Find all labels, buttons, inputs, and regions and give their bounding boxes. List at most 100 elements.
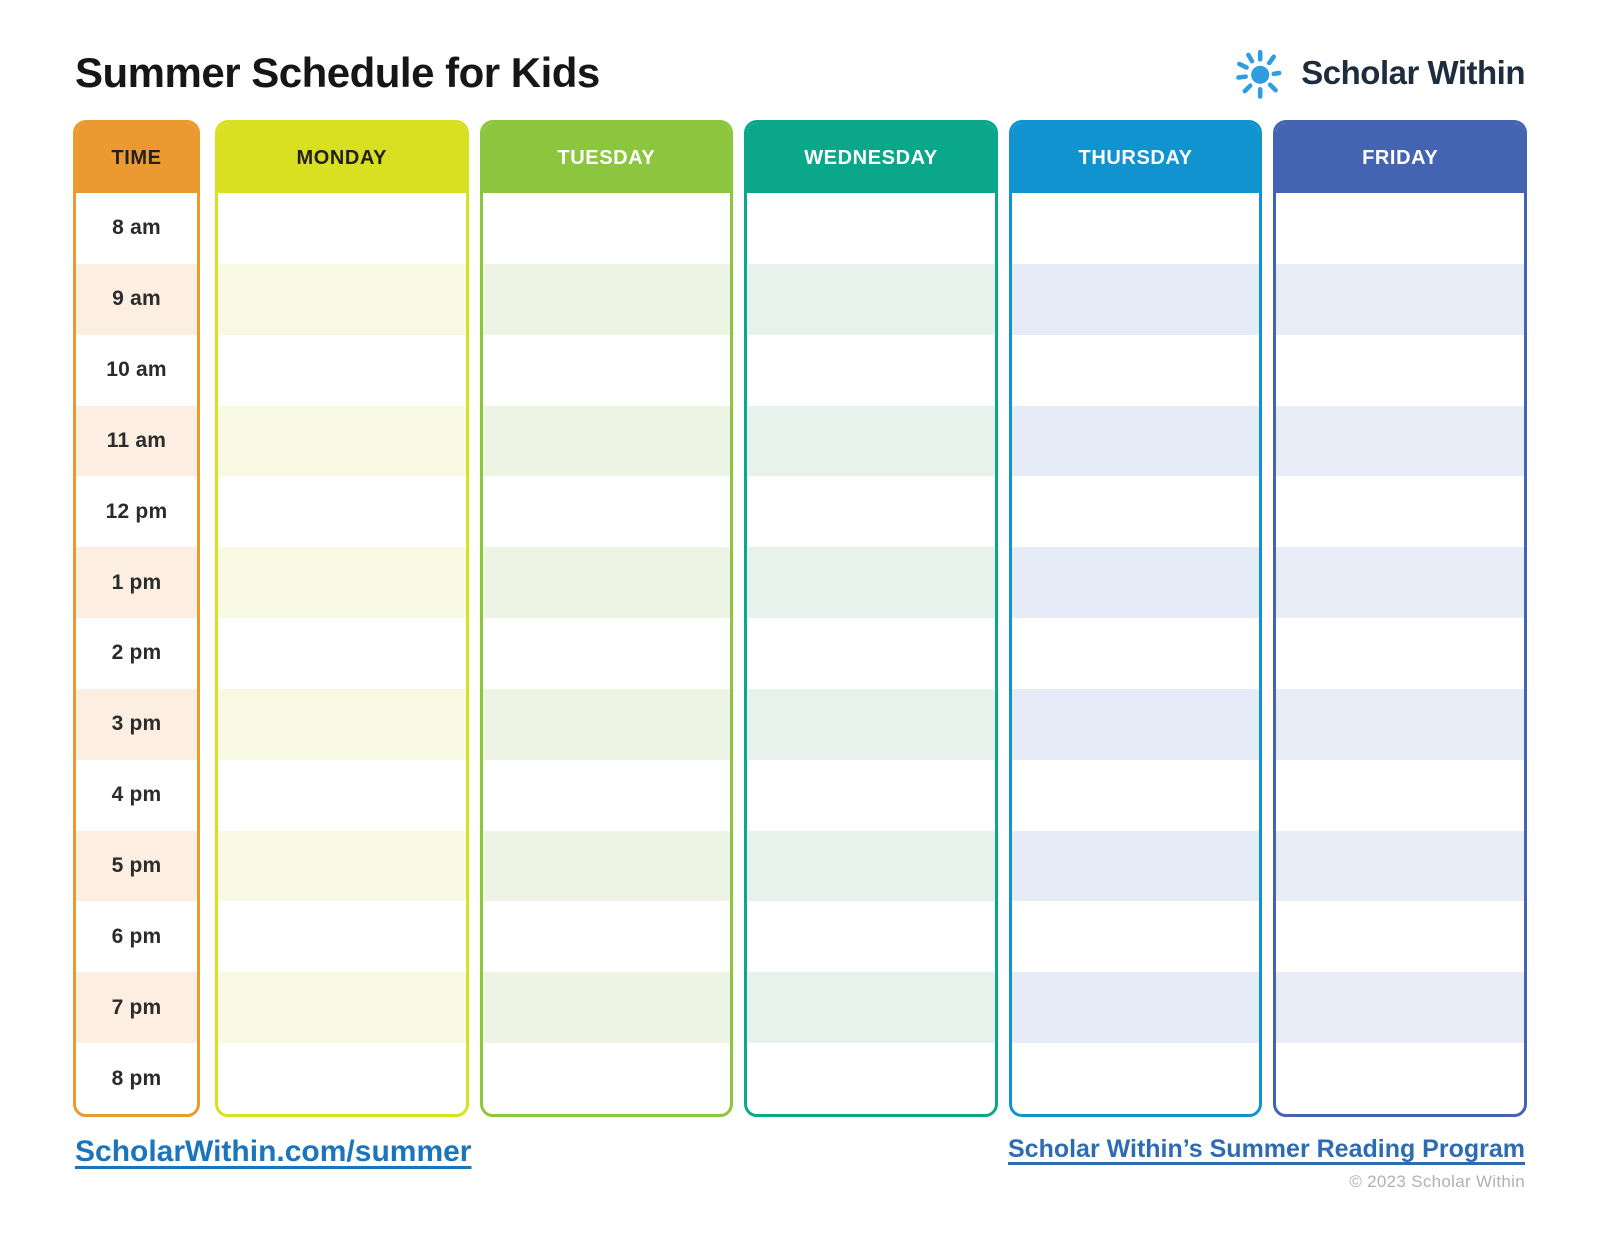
- monday-column-body: [218, 193, 466, 1114]
- friday-cell-7pm: [1276, 972, 1524, 1044]
- monday-cell-5pm: [218, 830, 466, 902]
- friday-cell-8am: [1276, 193, 1524, 264]
- thursday-cell-8pm: [1012, 1043, 1260, 1114]
- time-cell-8pm: 8 pm: [111, 1066, 162, 1090]
- monday-cell-3pm: [218, 688, 466, 760]
- wednesday-cell-9am: [747, 263, 995, 335]
- wednesday-cell-8pm: [747, 1043, 995, 1114]
- tuesday-cell-8am: [483, 193, 731, 264]
- time-cell-9am: 9 am: [76, 263, 197, 335]
- time-cell-7pm: 7 pm: [76, 972, 197, 1044]
- scholar-within-logo: Scholar Within: [1233, 44, 1525, 102]
- schedule-column-tuesday: TUESDAY: [479, 120, 734, 1117]
- thursday-cell-3pm: [1011, 688, 1260, 760]
- time-cell-6pm: 6 pm: [111, 924, 162, 948]
- footer-right: Scholar Within’s Summer Reading Program …: [1008, 1135, 1525, 1192]
- sun-icon: [1236, 49, 1282, 99]
- wednesday-cell-1pm: [747, 547, 995, 619]
- schedule-column-friday: FRIDAY: [1273, 120, 1527, 1117]
- friday-cell-5pm: [1276, 830, 1524, 902]
- thursday-cell-9am: [1011, 263, 1260, 335]
- monday-cell-4pm: [218, 760, 466, 831]
- wednesday-cell-6pm: [747, 901, 995, 972]
- time-column-body: 8 am 9 am 10 am 11 am 12 pm 1 pm 2 pm 3 pm 4 pm 5…: [76, 193, 197, 1114]
- day-header-friday: FRIDAY: [1276, 123, 1524, 193]
- page-title: Summer Schedule for Kids: [75, 49, 600, 96]
- wednesday-cell-4pm: [747, 760, 995, 831]
- tuesday-cell-8pm: [483, 1043, 731, 1114]
- thursday-cell-7pm: [1011, 972, 1260, 1044]
- thursday-cell-1pm: [1011, 547, 1260, 619]
- logo-text: Scholar Within: [1301, 54, 1525, 91]
- thursday-cell-2pm: [1012, 618, 1260, 689]
- footer: ScholarWithin.com/summer Scholar Within’…: [73, 1135, 1527, 1192]
- thursday-cell-8am: [1012, 193, 1260, 264]
- thursday-cell-12pm: [1012, 476, 1260, 547]
- friday-cell-1pm: [1276, 547, 1524, 619]
- wednesday-cell-3pm: [747, 688, 995, 760]
- wednesday-cell-11am: [747, 405, 995, 477]
- schedule-column-wednesday: WEDNESDAY: [744, 120, 998, 1117]
- tuesday-cell-12pm: [483, 476, 731, 547]
- monday-cell-12pm: [218, 476, 466, 547]
- day-header-wednesday: WEDNESDAY: [747, 123, 995, 193]
- time-cell-2pm: 2 pm: [111, 641, 162, 665]
- summer-url-link[interactable]: ScholarWithin.com/summer: [75, 1135, 472, 1168]
- time-column-header: TIME: [76, 123, 197, 193]
- wednesday-cell-8am: [747, 193, 995, 264]
- wednesday-cell-7pm: [747, 972, 995, 1044]
- time-cell-10am: 10 am: [106, 358, 167, 382]
- monday-cell-8am: [218, 193, 466, 264]
- top-bar: Summer Schedule for Kids Scholar Within: [73, 46, 1527, 100]
- monday-cell-2pm: [218, 618, 466, 689]
- tuesday-cell-2pm: [483, 618, 731, 689]
- time-cell-11am: 11 am: [76, 405, 197, 477]
- tuesday-cell-7pm: [482, 972, 731, 1044]
- time-cell-8am: 8 am: [112, 216, 161, 240]
- thursday-cell-11am: [1011, 405, 1260, 477]
- monday-cell-7pm: [218, 972, 466, 1044]
- tuesday-cell-1pm: [482, 547, 731, 619]
- friday-cell-2pm: [1276, 618, 1524, 689]
- thursday-column-body: [1011, 193, 1260, 1114]
- monday-cell-6pm: [218, 901, 466, 972]
- tuesday-cell-10am: [483, 335, 731, 406]
- schedule-column-thursday: THURSDAY: [1008, 120, 1263, 1117]
- wednesday-cell-10am: [747, 335, 995, 406]
- monday-cell-8pm: [218, 1043, 466, 1114]
- friday-cell-6pm: [1276, 901, 1524, 972]
- friday-cell-4pm: [1276, 760, 1524, 831]
- day-header-tuesday: TUESDAY: [482, 123, 731, 193]
- time-cell-4pm: 4 pm: [111, 783, 162, 807]
- time-column: TIME 8 am 9 am 10 am 11 am 12 pm 1 pm 2 pm 3 pm 4…: [73, 120, 200, 1117]
- wednesday-cell-12pm: [747, 476, 995, 547]
- tuesday-cell-11am: [482, 405, 731, 477]
- schedule-column-monday: MONDAY: [215, 120, 469, 1117]
- friday-cell-11am: [1276, 405, 1524, 477]
- wednesday-column-body: [747, 193, 995, 1114]
- tuesday-cell-6pm: [483, 901, 731, 972]
- schedule-grid: TIME 8 am 9 am 10 am 11 am 12 pm 1 pm 2 pm 3 pm 4…: [73, 120, 1527, 1117]
- tuesday-cell-4pm: [483, 760, 731, 831]
- friday-cell-10am: [1276, 335, 1524, 406]
- monday-cell-10am: [218, 335, 466, 406]
- tuesday-cell-9am: [482, 263, 731, 335]
- tuesday-column-body: [482, 193, 731, 1114]
- tuesday-cell-3pm: [482, 688, 731, 760]
- copyright-text: © 2023 Scholar Within: [1349, 1172, 1525, 1191]
- thursday-cell-10am: [1012, 335, 1260, 406]
- friday-cell-8pm: [1276, 1043, 1524, 1114]
- wednesday-cell-5pm: [747, 830, 995, 902]
- time-cell-1pm: 1 pm: [76, 547, 197, 619]
- monday-cell-1pm: [218, 547, 466, 619]
- monday-cell-11am: [218, 405, 466, 477]
- wednesday-cell-2pm: [747, 618, 995, 689]
- day-header-monday: MONDAY: [218, 123, 466, 193]
- thursday-cell-6pm: [1012, 901, 1260, 972]
- tuesday-cell-5pm: [482, 830, 731, 902]
- friday-cell-9am: [1276, 263, 1524, 335]
- time-cell-3pm: 3 pm: [76, 688, 197, 760]
- reading-program-link[interactable]: Scholar Within’s Summer Reading Program: [1007, 1135, 1525, 1163]
- day-header-thursday: THURSDAY: [1011, 123, 1260, 193]
